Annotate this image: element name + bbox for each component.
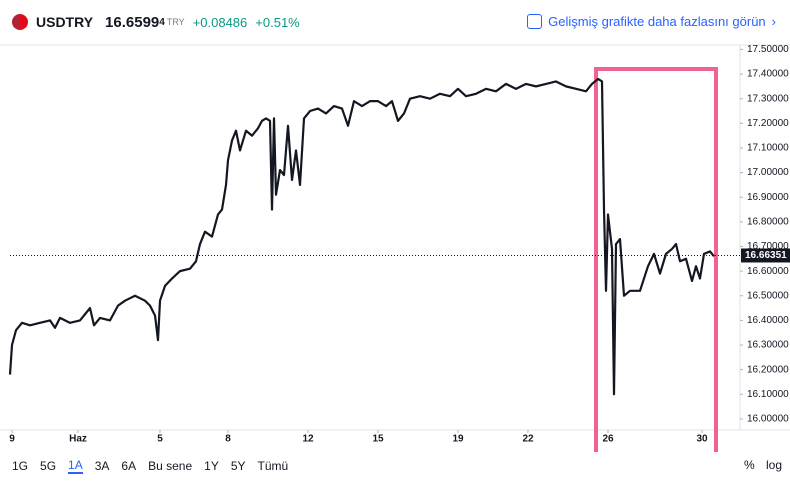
price-sup: 4 [159, 16, 165, 28]
currency: TRY [166, 17, 185, 27]
range-bar: 1G 5G 1A 3A 6A Bu sene 1Y 5Y Tümü% log [0, 452, 790, 480]
x-tick-label: 22 [522, 434, 534, 445]
change-pct: +0.51% [255, 14, 300, 30]
y-tick-label: 16.40000 [747, 315, 789, 326]
x-tick-label: 5 [157, 434, 163, 445]
link-text[interactable]: Gelişmiş grafikte daha fazlasını görün [548, 14, 766, 29]
header: USDTRY 16.6599 4 TRY +0.08486 +0.51% Geli… [0, 0, 790, 44]
last-price-label: 16.66351 [745, 250, 787, 261]
y-tick-label: 17.20000 [747, 118, 789, 129]
range-button[interactable]: Bu sene [148, 459, 193, 473]
highlight-box [594, 67, 718, 452]
y-tick-label: 16.90000 [747, 192, 789, 203]
y-tick-label: 16.00000 [747, 414, 789, 425]
y-tick-label: 16.10000 [747, 389, 789, 400]
y-tick-label: 16.20000 [747, 364, 789, 375]
x-tick-label: Haz [69, 434, 87, 445]
range-button[interactable]: 6A [121, 459, 137, 473]
y-tick-label: 16.30000 [747, 340, 789, 351]
price-line [8, 77, 715, 396]
y-tick-label: 16.70000 [747, 241, 789, 252]
x-tick-label: 26 [602, 434, 614, 445]
x-tick-label: 19 [452, 434, 464, 445]
axis-option[interactable]: log [766, 458, 783, 472]
range-button[interactable]: 5Y [230, 459, 246, 473]
range-button[interactable]: 1A [68, 458, 83, 474]
x-tick-label: 30 [696, 434, 708, 445]
x-tick-label: 15 [372, 434, 384, 445]
chevron: › [771, 14, 776, 29]
price: 16.6599 [105, 13, 160, 31]
flag-icon [12, 14, 28, 30]
last-price-tag [741, 248, 790, 263]
y-tick-label: 17.30000 [747, 93, 789, 104]
x-tick-label: 9 [9, 434, 15, 445]
y-tick-label: 17.40000 [747, 69, 789, 80]
y-tick-label: 17.10000 [747, 143, 789, 154]
range-button[interactable]: Tümü [257, 459, 289, 473]
range-button[interactable]: 5G [40, 459, 57, 473]
axis-option[interactable]: % [744, 458, 755, 472]
full-chart-link[interactable]: Gelişmiş grafikte daha fazlasını görün › [527, 14, 776, 29]
range-button[interactable]: 3A [94, 459, 110, 473]
y-tick-label: 17.50000 [747, 44, 789, 55]
x-tick-label: 12 [302, 434, 314, 445]
y-tick-label: 16.80000 [747, 216, 789, 227]
chart: 16.00000 16.10000 16.20000 16.30000 16.40000… [0, 44, 790, 452]
x-tick-label: 8 [225, 434, 231, 445]
range-button[interactable]: 1Y [204, 459, 219, 473]
y-tick-label: 17.00000 [747, 167, 789, 178]
chart-icon [527, 14, 543, 29]
y-tick-label: 16.50000 [747, 290, 789, 301]
y-tick-label: 16.60000 [747, 266, 789, 277]
symbol[interactable]: USDTRY [36, 14, 94, 30]
range-button[interactable]: 1G [12, 459, 29, 473]
change: +0.08486 [192, 14, 248, 30]
